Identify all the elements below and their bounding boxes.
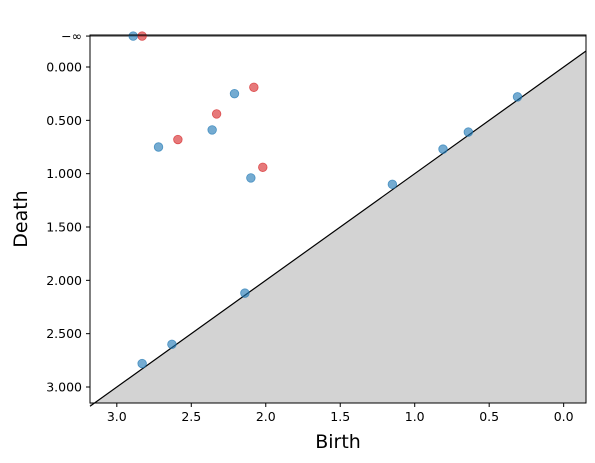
data-point [153,142,164,152]
data-point [128,31,138,41]
x-tick-label: 0.0 [554,409,574,424]
data-point [167,339,177,350]
x-tick-label: 0.5 [479,409,499,424]
y-tick-label: 3.000 [46,380,82,395]
data-point [512,92,523,102]
y-tick-label: 0.500 [46,113,82,128]
y-tick-label: 1.000 [46,166,82,181]
x-tick-label: 1.0 [405,409,425,424]
data-point [258,162,268,172]
infinity-tick-label: −∞ [61,29,82,44]
x-tick-label: 2.5 [181,409,201,424]
data-point [137,358,147,369]
data-point [211,109,222,119]
data-point [173,134,183,145]
y-tick-label: 1.500 [46,220,82,235]
y-axis-title: Death [10,190,32,247]
y-tick-label: 2.500 [46,326,82,341]
data-point [207,125,217,135]
x-tick-label: 3.0 [107,409,127,424]
data-point [229,88,240,99]
data-point [137,31,147,41]
data-point [240,288,250,298]
x-tick-label: 2.0 [256,409,276,424]
x-tick-label: 1.5 [330,409,350,424]
data-point [463,127,474,137]
y-tick-label: 0.000 [46,60,82,75]
data-point [246,173,256,183]
data-point [387,179,398,190]
x-axis-title: Birth [315,431,361,453]
axes-frame [89,34,587,404]
data-point [249,82,259,92]
y-tick-label: 2.000 [46,273,82,288]
data-point [438,144,448,154]
plot-area: 3.0 2.5 2.0 1.5 1.0 0.5 0.0 0.000 0.500 1.000 1.50… [46,29,587,424]
